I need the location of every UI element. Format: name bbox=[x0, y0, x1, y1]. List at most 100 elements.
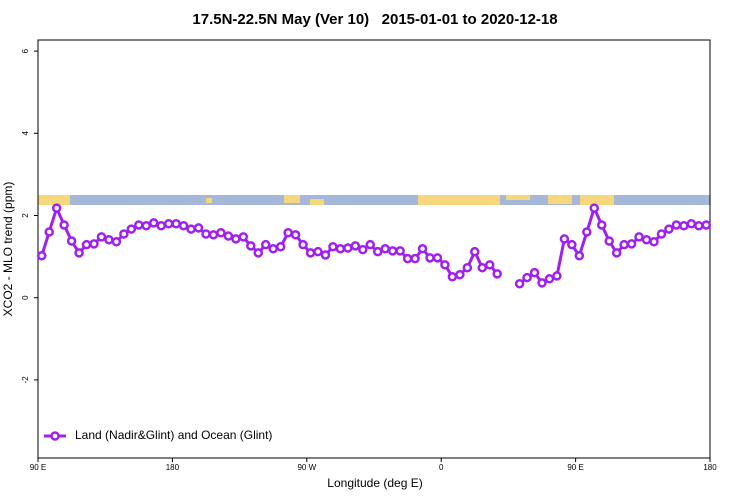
y-tick-label: -2 bbox=[21, 376, 30, 384]
x-tick-label: 90 E bbox=[567, 463, 583, 472]
data-point bbox=[290, 230, 301, 240]
data-point bbox=[671, 220, 682, 230]
data-point bbox=[81, 239, 92, 250]
data-point bbox=[596, 220, 607, 230]
plot-frame bbox=[37, 39, 711, 459]
data-point bbox=[156, 221, 166, 231]
data-point bbox=[358, 244, 368, 255]
data-point bbox=[440, 260, 450, 270]
data-point bbox=[387, 246, 398, 256]
data-point bbox=[477, 262, 488, 273]
y-tick-label: 0 bbox=[21, 295, 30, 300]
x-tick-label: 90 W bbox=[297, 463, 316, 472]
y-tick-label: 4 bbox=[21, 131, 30, 136]
legend-label: Land (Nadir&Glint) and Ocean (Glint) bbox=[75, 428, 272, 442]
data-point bbox=[694, 221, 704, 231]
x-tick-label: 180 bbox=[703, 463, 717, 472]
data-point bbox=[447, 271, 458, 282]
data-point bbox=[268, 244, 278, 254]
x-tick-label: 0 bbox=[439, 463, 444, 472]
data-point bbox=[328, 241, 338, 252]
data-point bbox=[574, 251, 585, 261]
data-point bbox=[686, 218, 697, 229]
data-point bbox=[44, 227, 54, 237]
land-ocean-band bbox=[38, 195, 710, 205]
data-point bbox=[679, 221, 689, 231]
data-point bbox=[260, 239, 271, 250]
data-point bbox=[410, 253, 420, 264]
data-point bbox=[36, 251, 47, 261]
data-point bbox=[529, 267, 540, 278]
data-point bbox=[604, 236, 614, 246]
data-point bbox=[193, 223, 204, 233]
data-point bbox=[514, 278, 525, 289]
data-point bbox=[656, 229, 667, 239]
data-point bbox=[701, 220, 712, 230]
data-point bbox=[216, 228, 226, 238]
data-point bbox=[238, 232, 249, 242]
data-point bbox=[350, 241, 361, 251]
data-point bbox=[89, 239, 99, 249]
y-tick-label: 2 bbox=[21, 213, 30, 218]
data-point bbox=[544, 274, 555, 284]
data-point bbox=[402, 253, 413, 264]
data-point bbox=[134, 220, 144, 230]
data-point bbox=[619, 239, 629, 250]
data-point bbox=[51, 203, 62, 213]
data-point bbox=[634, 232, 644, 242]
data-point bbox=[208, 230, 219, 240]
data-point bbox=[582, 227, 592, 237]
data-point bbox=[119, 229, 129, 239]
data-point bbox=[365, 239, 376, 250]
data-point bbox=[141, 221, 152, 231]
data-point bbox=[462, 262, 473, 273]
data-point bbox=[395, 246, 405, 256]
data-point bbox=[111, 237, 122, 247]
data-point bbox=[104, 235, 114, 245]
data-point bbox=[246, 241, 256, 251]
data-point bbox=[567, 239, 577, 250]
data-point bbox=[231, 234, 241, 244]
y-axis-label: XCO2 - MLO trend (ppm) bbox=[1, 182, 15, 317]
data-point bbox=[74, 248, 84, 258]
data-point bbox=[320, 250, 331, 260]
data-point bbox=[335, 244, 346, 254]
data-point bbox=[66, 236, 77, 246]
data-point bbox=[432, 253, 443, 263]
data-point bbox=[59, 220, 69, 230]
data-point bbox=[223, 231, 234, 241]
data-point bbox=[470, 246, 480, 257]
data-point bbox=[455, 269, 465, 280]
data-point bbox=[492, 269, 502, 279]
data-point bbox=[664, 224, 674, 234]
data-point bbox=[417, 244, 428, 254]
x-axis-label: Longitude (deg E) bbox=[327, 476, 422, 490]
data-point bbox=[484, 260, 495, 270]
data-point bbox=[275, 241, 286, 252]
data-point bbox=[343, 243, 353, 253]
data-point bbox=[283, 228, 293, 238]
data-point bbox=[537, 278, 547, 288]
data-point bbox=[641, 235, 652, 245]
x-tick-label: 180 bbox=[166, 463, 180, 472]
data-point bbox=[559, 234, 570, 244]
data-point bbox=[313, 246, 323, 257]
data-point bbox=[253, 248, 264, 258]
data-point bbox=[186, 224, 196, 234]
data-point bbox=[178, 221, 189, 231]
data-point bbox=[425, 253, 435, 263]
data-point bbox=[148, 218, 159, 228]
data-point bbox=[163, 218, 174, 229]
data-point bbox=[649, 237, 659, 247]
data-point bbox=[589, 203, 600, 213]
data-point bbox=[298, 239, 308, 250]
data-point bbox=[552, 271, 562, 281]
data-point bbox=[372, 246, 383, 257]
legend-swatch-point bbox=[50, 431, 60, 441]
data-point bbox=[126, 224, 137, 234]
data-point bbox=[201, 229, 211, 239]
series-line bbox=[518, 203, 707, 285]
data-point bbox=[611, 248, 622, 258]
data-point bbox=[305, 248, 316, 258]
